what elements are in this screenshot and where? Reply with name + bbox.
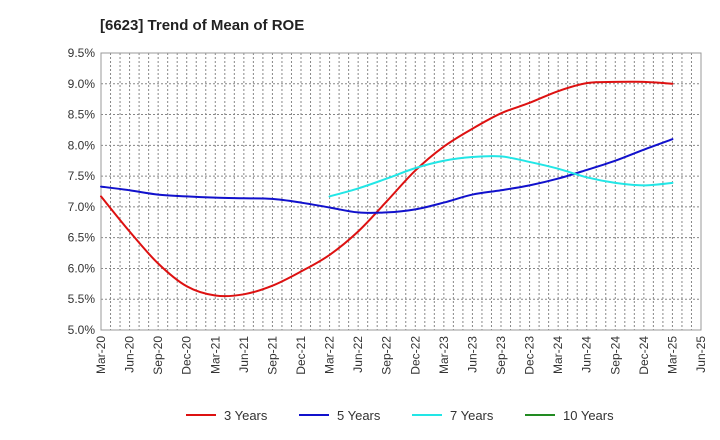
x-tick-label: Dec-20 — [180, 336, 194, 375]
y-tick-label: 6.0% — [68, 261, 96, 275]
legend-label-10-years: 10 Years — [563, 408, 614, 423]
x-tick-label: Mar-25 — [665, 336, 679, 374]
x-tick-label: Sep-22 — [380, 336, 394, 375]
x-tick-label: Mar-22 — [323, 336, 337, 374]
x-tick-label: Mar-20 — [94, 336, 108, 374]
chart-title: [6623] Trend of Mean of ROE — [100, 17, 304, 34]
y-tick-label: 7.0% — [68, 200, 96, 214]
x-axis: Mar-20 Jun-20 Sep-20 Dec-20 Mar-21 Jun-21 Sep-… — [94, 336, 708, 375]
x-tick-label: Mar-24 — [551, 336, 565, 374]
x-tick-label: Jun-20 — [123, 336, 137, 373]
legend: 3 Years 5 Years 7 Years 10 Years — [186, 408, 614, 423]
x-tick-label: Jun-24 — [580, 336, 594, 373]
x-tick-label: Jun-21 — [237, 336, 251, 373]
x-tick-label: Jun-25 — [694, 336, 708, 373]
legend-label-5-years: 5 Years — [337, 408, 381, 423]
y-tick-label: 6.5% — [68, 231, 96, 245]
x-tick-label: Dec-22 — [408, 336, 422, 375]
y-tick-label: 7.5% — [68, 169, 96, 183]
grid-lines — [100, 52, 702, 331]
x-tick-label: Sep-21 — [265, 336, 279, 375]
x-tick-label: Dec-24 — [637, 336, 651, 375]
series-line-7-years — [328, 155, 674, 198]
x-tick-label: Mar-21 — [208, 336, 222, 374]
series-lines — [100, 80, 674, 298]
series-line-5-years — [100, 138, 674, 214]
x-tick-label: Dec-21 — [294, 336, 308, 375]
x-tick-label: Sep-20 — [151, 336, 165, 375]
y-tick-label: 8.5% — [68, 108, 96, 122]
legend-label-3-years: 3 Years — [224, 408, 268, 423]
y-axis: 5.0% 5.5% 6.0% 6.5% 7.0% 7.5% 8.0% 8.5% 9.0% 9.5% — [68, 46, 96, 337]
x-tick-label: Sep-24 — [608, 336, 622, 375]
y-tick-label: 5.5% — [68, 292, 96, 306]
x-tick-label: Jun-22 — [351, 336, 365, 373]
x-tick-label: Jun-23 — [465, 336, 479, 373]
plot-border — [100, 52, 702, 331]
plot-area — [100, 52, 702, 331]
x-tick-label: Dec-23 — [523, 336, 537, 375]
legend-label-7-years: 7 Years — [450, 408, 494, 423]
y-tick-label: 9.5% — [68, 46, 96, 60]
x-tick-label: Mar-23 — [437, 336, 451, 374]
y-tick-label: 8.0% — [68, 138, 96, 152]
y-tick-label: 9.0% — [68, 77, 96, 91]
series-line-3-years — [100, 80, 674, 298]
x-tick-label: Sep-23 — [494, 336, 508, 375]
y-tick-label: 5.0% — [68, 323, 96, 337]
